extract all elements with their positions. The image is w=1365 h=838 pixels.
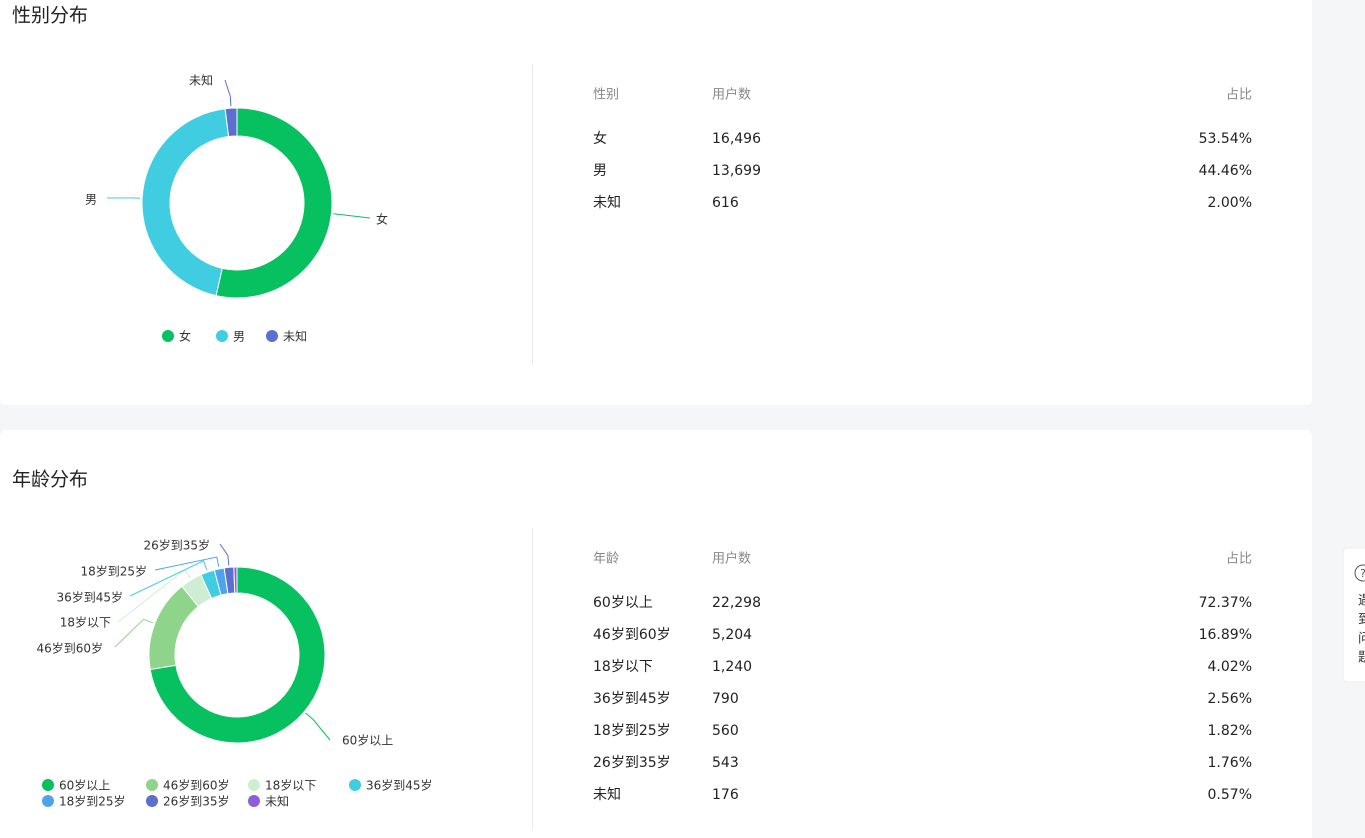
- table-cell: 1,240: [712, 659, 752, 675]
- legend-swatch[interactable]: [146, 779, 158, 791]
- legend-label[interactable]: 26岁到35岁: [163, 794, 230, 809]
- slice-label: 18岁到25岁: [80, 564, 147, 579]
- slice-label: 36岁到45岁: [56, 590, 123, 605]
- table-header: 占比: [1226, 552, 1252, 567]
- table-cell: 616: [712, 195, 739, 211]
- table-cell: 790: [712, 691, 739, 707]
- legend-label[interactable]: 18岁到25岁: [59, 794, 126, 809]
- card-title: 年龄分布: [12, 469, 88, 491]
- slice-label: 26岁到35岁: [143, 538, 210, 553]
- help-box[interactable]: [1342, 547, 1365, 683]
- legend-swatch[interactable]: [42, 779, 54, 791]
- table-header: 占比: [1226, 88, 1252, 103]
- help-text: 到: [1358, 613, 1365, 628]
- legend-swatch[interactable]: [248, 795, 260, 807]
- slice-label: 未知: [189, 74, 213, 88]
- table-cell: 未知: [593, 786, 621, 803]
- donut-slice: [224, 107, 238, 138]
- donut-slice: [149, 566, 326, 744]
- table-cell: 13,699: [712, 163, 761, 179]
- leader-line: [305, 712, 331, 741]
- help-icon: ?: [1360, 567, 1365, 580]
- legend-swatch[interactable]: [349, 779, 361, 791]
- table-cell: 18岁到25岁: [593, 723, 671, 739]
- legend-label[interactable]: 60岁以上: [59, 778, 110, 793]
- legend-label[interactable]: 未知: [283, 330, 307, 344]
- table-cell: 60岁以上: [593, 595, 653, 611]
- legend-swatch[interactable]: [248, 779, 260, 791]
- age-card: [0, 430, 1312, 838]
- legend-label[interactable]: 36岁到45岁: [366, 778, 433, 793]
- legend-label[interactable]: 男: [233, 330, 245, 344]
- gender-card: [0, 0, 1312, 405]
- table-cell: 5,204: [712, 627, 752, 643]
- leader-line: [333, 213, 371, 219]
- donut-slice: [141, 108, 230, 297]
- table-cell: 53.54%: [1199, 131, 1252, 147]
- leader-line: [114, 618, 154, 648]
- card-title: 性别分布: [12, 5, 88, 27]
- table-cell: 16,496: [712, 131, 761, 147]
- slice-label: 女: [376, 212, 388, 227]
- legend-label[interactable]: 未知: [265, 795, 289, 809]
- table-cell: 18岁以下: [593, 659, 653, 675]
- donut-slice: [215, 107, 333, 299]
- slice-label: 男: [85, 193, 97, 207]
- table-cell: 男: [593, 163, 607, 179]
- table-cell: 4.02%: [1208, 659, 1252, 675]
- legend-label[interactable]: 女: [179, 329, 191, 344]
- table-cell: 16.89%: [1199, 627, 1252, 643]
- slice-label: 46岁到60岁: [36, 641, 103, 656]
- table-cell: 2.00%: [1208, 195, 1252, 211]
- table-header: 性别: [593, 88, 619, 103]
- legend-label[interactable]: 46岁到60岁: [163, 778, 230, 793]
- leader-line: [224, 79, 232, 107]
- table-cell: 46岁到60岁: [593, 627, 671, 643]
- table-cell: 44.46%: [1199, 163, 1252, 179]
- leader-line: [129, 560, 208, 597]
- table-cell: 0.57%: [1208, 787, 1252, 803]
- legend-swatch[interactable]: [162, 330, 174, 342]
- table-cell: 2.56%: [1208, 691, 1252, 707]
- help-widget[interactable]: ?: [1342, 547, 1365, 683]
- table-cell: 未知: [593, 194, 621, 211]
- table-cell: 22,298: [712, 595, 761, 611]
- legend-swatch[interactable]: [216, 330, 228, 342]
- table-cell: 72.37%: [1199, 595, 1252, 611]
- legend-swatch[interactable]: [42, 795, 54, 807]
- table-header: 年龄: [593, 552, 619, 567]
- table-header: 用户数: [712, 87, 751, 103]
- legend-swatch[interactable]: [266, 330, 278, 342]
- help-text: 问: [1358, 632, 1365, 647]
- table-cell: 26岁到35岁: [593, 755, 671, 771]
- leader-line: [154, 556, 220, 571]
- help-text: 题: [1358, 651, 1365, 666]
- leader-line: [219, 543, 230, 566]
- legend-label[interactable]: 18岁以下: [265, 778, 316, 793]
- table-cell: 1.76%: [1208, 755, 1252, 771]
- donut-slice: [233, 566, 238, 594]
- help-text: 遇: [1358, 594, 1365, 609]
- legend-swatch[interactable]: [146, 795, 158, 807]
- help-icon-circle: [1354, 564, 1365, 582]
- slice-label: 60岁以上: [342, 733, 393, 748]
- table-cell: 36岁到45岁: [593, 691, 671, 707]
- table-cell: 176: [712, 787, 739, 803]
- slice-label: 18岁以下: [60, 615, 111, 630]
- table-cell: 543: [712, 755, 739, 771]
- table-cell: 女: [593, 130, 607, 147]
- table-header: 用户数: [712, 551, 751, 567]
- table-cell: 560: [712, 723, 739, 739]
- table-cell: 1.82%: [1208, 723, 1252, 739]
